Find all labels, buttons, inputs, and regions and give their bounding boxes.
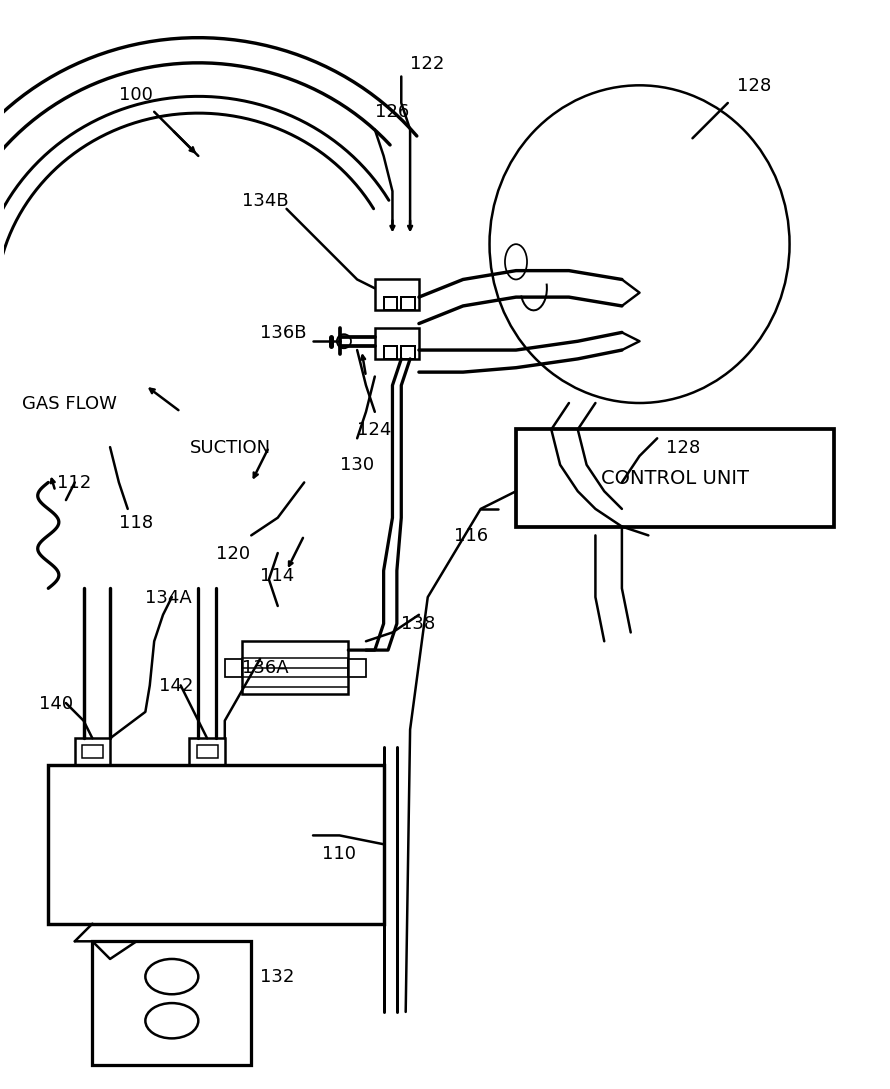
- Text: 122: 122: [409, 54, 444, 73]
- Text: 128: 128: [736, 77, 770, 95]
- Text: 142: 142: [158, 676, 193, 695]
- Text: 112: 112: [57, 474, 92, 492]
- Text: 138: 138: [400, 615, 435, 633]
- Text: 140: 140: [39, 695, 74, 712]
- Bar: [82, 746, 103, 758]
- Text: 100: 100: [118, 86, 152, 103]
- Bar: [93, 941, 251, 1065]
- Bar: [400, 346, 414, 359]
- Text: 114: 114: [260, 566, 294, 585]
- Bar: [75, 738, 110, 764]
- Text: CONTROL UNIT: CONTROL UNIT: [600, 469, 748, 488]
- Text: 120: 120: [215, 544, 250, 562]
- Text: 132: 132: [260, 968, 295, 986]
- Bar: [400, 297, 414, 310]
- Text: 136B: 136B: [260, 323, 306, 342]
- Bar: [348, 659, 366, 676]
- Bar: [48, 764, 384, 923]
- Text: 136A: 136A: [242, 659, 288, 677]
- Bar: [197, 746, 217, 758]
- Text: 116: 116: [454, 527, 488, 544]
- Text: 126: 126: [375, 103, 409, 121]
- Text: 124: 124: [357, 420, 392, 439]
- Bar: [375, 280, 418, 310]
- Text: 130: 130: [339, 456, 373, 474]
- Text: 118: 118: [118, 513, 153, 531]
- Bar: [375, 329, 418, 359]
- Text: 128: 128: [666, 439, 700, 456]
- Bar: [224, 659, 242, 676]
- Text: 134A: 134A: [145, 588, 192, 607]
- Text: SUCTION: SUCTION: [190, 439, 271, 456]
- Text: 110: 110: [321, 844, 355, 862]
- Bar: [384, 297, 397, 310]
- Bar: [515, 430, 833, 527]
- Bar: [384, 346, 397, 359]
- Bar: [242, 641, 348, 695]
- Text: GAS FLOW: GAS FLOW: [21, 394, 117, 413]
- Bar: [190, 738, 224, 764]
- Text: 134B: 134B: [242, 192, 288, 209]
